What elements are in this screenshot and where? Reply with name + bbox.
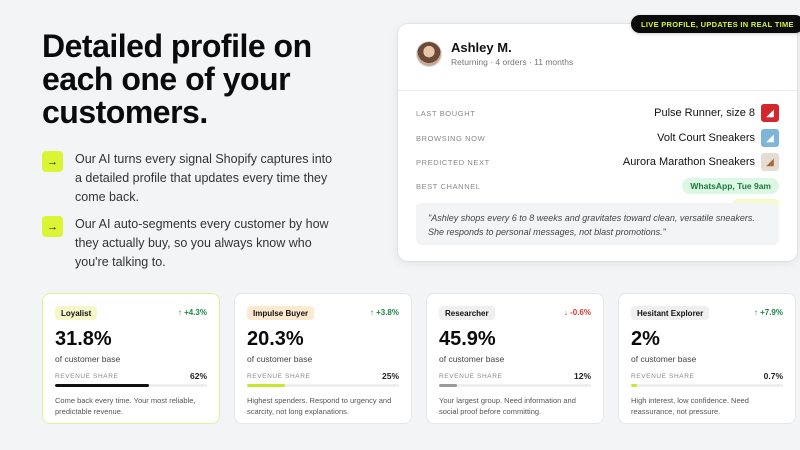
- bullet-text: Our AI auto-segments every customer by h…: [75, 217, 329, 269]
- segment-percentage: 31.8%: [55, 328, 112, 350]
- bullet-text: Our AI turns every signal Shopify captur…: [75, 152, 333, 204]
- segment-subtitle: of customer base: [247, 354, 313, 364]
- feature-bullet: → Our AI auto-segments every customer by…: [42, 215, 342, 272]
- row-value: Aurora Marathon Sneakers: [622, 156, 755, 168]
- customer-meta: Returning · 4 orders · 11 months: [451, 57, 574, 67]
- revenue-share-label: REVENUE SHARE: [55, 373, 119, 380]
- revenue-share-bar-fill: [439, 384, 458, 387]
- row-label: LAST BOUGHT: [416, 108, 476, 118]
- shoe-icon: ◢: [761, 104, 779, 122]
- segment-subtitle: of customer base: [631, 354, 697, 364]
- segment-change: ↑ +4.3%: [177, 308, 207, 317]
- customer-profile-card: Ashley M. Returning · 4 orders · 11 mont…: [398, 24, 797, 261]
- segment-change: ↓ -0.6%: [563, 308, 591, 317]
- segment-percentage: 20.3%: [247, 328, 304, 350]
- row-label: BEST CHANNEL: [416, 181, 481, 191]
- segment-subtitle: of customer base: [55, 354, 121, 364]
- revenue-share-bar: [55, 384, 207, 387]
- avatar: [416, 40, 442, 67]
- revenue-share-bar-fill: [55, 384, 150, 387]
- revenue-share-bar-fill: [631, 384, 638, 387]
- segment-description: Come back every time. Your most reliable…: [55, 396, 196, 416]
- page-headline: Detailed profile on each one of your cus…: [42, 28, 312, 130]
- revenue-share-label: REVENUE SHARE: [631, 373, 695, 380]
- profile-row-best-channel: BEST CHANNEL WhatsApp, Tue 9am: [416, 176, 779, 196]
- arrow-right-icon: →: [42, 151, 63, 172]
- feature-bullet: → Our AI turns every signal Shopify capt…: [42, 150, 342, 207]
- revenue-share-value: 0.7%: [763, 371, 783, 381]
- segment-card[interactable]: Impulse Buyer ↑ +3.8% 20.3% of customer bas…: [234, 293, 412, 424]
- arrow-right-icon: →: [42, 216, 63, 237]
- live-profile-badge: LIVE PROFILE, UPDATES IN REAL TIME: [631, 15, 800, 33]
- revenue-share-label: REVENUE SHARE: [247, 373, 311, 380]
- shoe-icon: ◢: [761, 153, 779, 171]
- segment-tag: Impulse Buyer: [247, 306, 315, 320]
- shoe-icon: ◢: [761, 129, 779, 147]
- segment-subtitle: of customer base: [439, 354, 505, 364]
- segment-tag: Researcher: [439, 306, 495, 320]
- segment-change: ↑ +3.8%: [369, 308, 399, 317]
- revenue-share-value: 25%: [381, 371, 399, 381]
- customer-name: Ashley M.: [451, 40, 512, 55]
- revenue-share-bar: [439, 384, 591, 387]
- divider: [398, 90, 797, 91]
- profile-row-browsing-now: BROWSING NOW Volt Court Sneakers ◢: [416, 128, 779, 148]
- row-value: Pulse Runner, size 8: [654, 107, 755, 119]
- profile-header: Ashley M. Returning · 4 orders · 11 mont…: [416, 40, 573, 67]
- segment-tag: Hesitant Explorer: [631, 306, 710, 320]
- revenue-share-label: REVENUE SHARE: [439, 373, 503, 380]
- segment-description: High interest, low confidence. Need reas…: [631, 396, 749, 416]
- segment-percentage: 2%: [631, 328, 660, 350]
- row-value: Volt Court Sneakers: [657, 132, 755, 144]
- revenue-share-bar-fill: [247, 384, 285, 387]
- revenue-share-bar: [247, 384, 399, 387]
- row-label: BROWSING NOW: [416, 133, 486, 143]
- channel-badge: WhatsApp, Tue 9am: [682, 178, 779, 194]
- revenue-share-bar: [631, 384, 783, 387]
- ai-summary-quote: "Ashley shops every 6 to 8 weeks and gra…: [416, 203, 779, 245]
- segment-card[interactable]: Hesitant Explorer ↑ +7.9% 2% of customer ba…: [618, 293, 796, 424]
- segment-percentage: 45.9%: [439, 328, 496, 350]
- row-label: PREDICTED NEXT: [416, 157, 490, 167]
- segment-card[interactable]: Researcher ↓ -0.6% 45.9% of customer base RE…: [426, 293, 604, 424]
- profile-row-last-bought: LAST BOUGHT Pulse Runner, size 8 ◢: [416, 103, 779, 123]
- segment-description: Your largest group. Need information and…: [439, 396, 576, 416]
- segment-card[interactable]: Loyalist ↑ +4.3% 31.8% of customer base REVE…: [42, 293, 220, 424]
- profile-row-predicted-next: PREDICTED NEXT Aurora Marathon Sneakers …: [416, 152, 779, 172]
- segment-tag: Loyalist: [55, 306, 98, 320]
- revenue-share-value: 12%: [573, 371, 591, 381]
- revenue-share-value: 62%: [189, 371, 207, 381]
- segment-description: Highest spenders. Respond to urgency and…: [247, 396, 392, 416]
- segment-change: ↑ +7.9%: [753, 308, 783, 317]
